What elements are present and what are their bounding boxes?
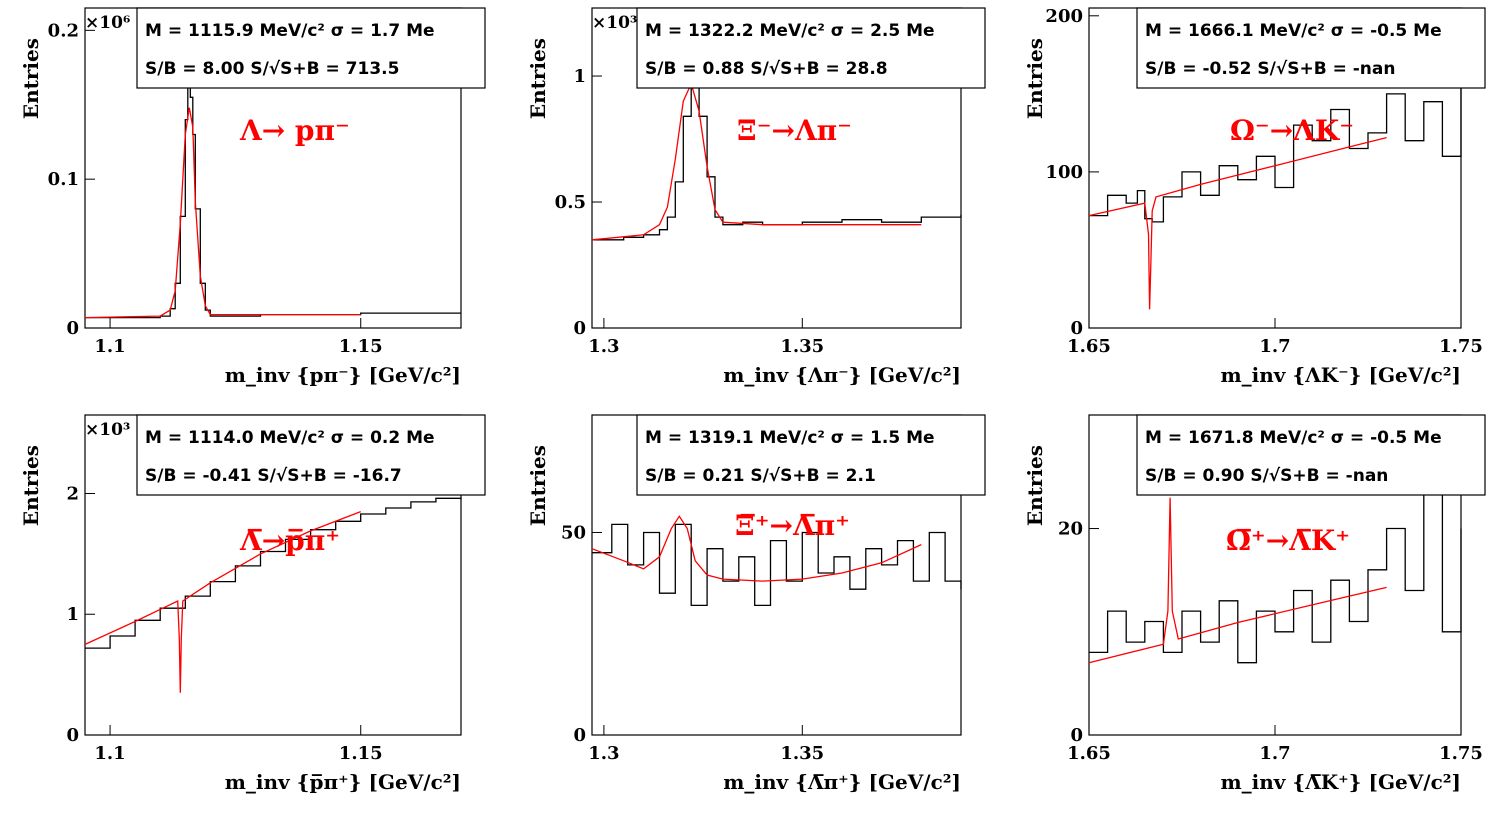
y-axis-label: Entries bbox=[19, 445, 43, 526]
panel-6: 0 20 1.65 1.7 1.75 Entries m_inv {Λ̅K⁺} [GeV/c… bbox=[1023, 414, 1486, 794]
y-axis-label: Entries bbox=[1023, 38, 1047, 119]
panel-2: 0 0.5 1 1.3 1.35 ×10³ Entries m_inv {Λπ⁻} [GeV/… bbox=[526, 7, 986, 387]
y-axis-label: Entries bbox=[1023, 445, 1047, 526]
x-tick-label: 1.35 bbox=[780, 336, 824, 357]
stats-significance: S/B = 0.21 S/√S+B = 2.1 bbox=[645, 466, 876, 486]
decay-channel-label: Ξ̅⁺→Λ̅π⁺ bbox=[735, 509, 850, 542]
y-tick-label: 0.1 bbox=[48, 169, 79, 190]
x-axis-label: m_inv {Λ̅K⁺} [GeV/c²] bbox=[1220, 770, 1461, 794]
x-tick-label: 1.15 bbox=[339, 743, 383, 764]
fit-curve-series bbox=[591, 515, 922, 582]
x-tick-label: 1.3 bbox=[588, 743, 619, 764]
x-axis-label: m_inv {Λπ⁻} [GeV/c²] bbox=[723, 363, 961, 387]
fit-curve-series bbox=[591, 81, 922, 241]
x-tick-label: 1.7 bbox=[1259, 743, 1290, 764]
y-axis-label: Entries bbox=[526, 445, 550, 526]
fit-curve-series bbox=[84, 510, 361, 693]
x-axis-label: m_inv {pπ⁻} [GeV/c²] bbox=[225, 363, 461, 387]
y-tick-label: 0 bbox=[573, 318, 586, 339]
stats-significance: S/B = 8.00 S/√S+B = 713.5 bbox=[145, 59, 399, 79]
x-tick-label: 1.65 bbox=[1067, 743, 1111, 764]
y-tick-label: 1 bbox=[66, 604, 79, 625]
y-tick-label: 0 bbox=[66, 725, 79, 746]
y-tick-label: 0 bbox=[66, 318, 79, 339]
y-tick-label: 0.5 bbox=[555, 192, 586, 213]
panel-3: 0 100 200 1.65 1.7 1.75 Entries m_inv {ΛK⁻} [Ge… bbox=[1023, 6, 1486, 387]
y-tick-label: 50 bbox=[561, 522, 586, 543]
stats-significance: S/B = 0.88 S/√S+B = 28.8 bbox=[645, 59, 888, 79]
x-axis-label: m_inv {Λ̅π⁺} [GeV/c²] bbox=[723, 770, 961, 794]
decay-channel-label: Λ→ pπ⁻ bbox=[239, 114, 350, 147]
x-tick-label: 1.1 bbox=[94, 336, 125, 357]
panel-5: 0 50 1.3 1.35 Entries m_inv {Λ̅π⁺} [GeV/c²] M … bbox=[526, 414, 986, 794]
x-axis-label: m_inv {ΛK⁻} [GeV/c²] bbox=[1220, 363, 1461, 387]
x-tick-label: 1.65 bbox=[1067, 336, 1111, 357]
stats-mass-sigma: M = 1114.0 MeV/c² σ = 0.2 Me bbox=[145, 428, 435, 448]
stats-significance: S/B = -0.52 S/√S+B = -nan bbox=[1145, 59, 1395, 79]
histogram-series bbox=[592, 85, 962, 241]
y-tick-label: 20 bbox=[1058, 519, 1083, 540]
x-tick-label: 1.1 bbox=[94, 743, 125, 764]
stats-box bbox=[1136, 414, 1486, 496]
histogram-series bbox=[85, 86, 461, 319]
y-exponent-label: ×10⁶ bbox=[85, 13, 130, 33]
histogram-series bbox=[85, 497, 462, 649]
panel-4: 0 1 2 1.1 1.15 ×10³ Entries m_inv {p̅π⁺} [GeV/c… bbox=[19, 414, 486, 794]
stats-box bbox=[636, 414, 986, 496]
stats-mass-sigma: M = 1322.2 MeV/c² σ = 2.5 Me bbox=[645, 21, 935, 41]
stats-box bbox=[136, 414, 486, 496]
decay-channel-label: Ω̅⁺→Λ̅K⁺ bbox=[1226, 524, 1350, 557]
x-axis-label: m_inv {p̅π⁺} [GeV/c²] bbox=[225, 770, 461, 794]
stats-mass-sigma: M = 1671.8 MeV/c² σ = -0.5 Me bbox=[1145, 428, 1442, 448]
histogram-series bbox=[1089, 82, 1462, 223]
x-tick-label: 1.15 bbox=[339, 336, 383, 357]
fit-curve-series bbox=[84, 107, 361, 319]
x-tick-label: 1.35 bbox=[780, 743, 824, 764]
y-tick-label: 100 bbox=[1045, 162, 1083, 183]
stats-box bbox=[636, 7, 986, 89]
stats-box bbox=[1136, 7, 1486, 89]
decay-channel-label: Ξ⁻→Λπ⁻ bbox=[737, 114, 852, 147]
y-exponent-label: ×10³ bbox=[85, 420, 130, 440]
y-tick-label: 0 bbox=[1070, 318, 1083, 339]
panel-1: 0 0.1 0.2 1.1 1.15 ×10⁶ Entries m_inv {pπ⁻} [Ge… bbox=[19, 7, 486, 387]
stats-box bbox=[136, 7, 486, 89]
y-axis-label: Entries bbox=[526, 38, 550, 119]
fit-curve-series bbox=[1088, 497, 1387, 664]
y-tick-label: 0.2 bbox=[48, 20, 79, 41]
stats-mass-sigma: M = 1115.9 MeV/c² σ = 1.7 Me bbox=[145, 21, 435, 41]
y-tick-label: 1 bbox=[573, 66, 586, 87]
x-tick-label: 1.75 bbox=[1439, 743, 1483, 764]
decay-channel-label: Λ̅→p̅π⁺ bbox=[239, 524, 340, 557]
y-exponent-label: ×10³ bbox=[592, 13, 637, 33]
fit-curve-series bbox=[1088, 136, 1387, 310]
y-tick-label: 0 bbox=[1070, 725, 1083, 746]
histogram-series bbox=[1089, 486, 1462, 664]
stats-significance: S/B = 0.90 S/√S+B = -nan bbox=[1145, 466, 1388, 486]
y-tick-label: 2 bbox=[66, 483, 79, 504]
x-tick-label: 1.7 bbox=[1259, 336, 1290, 357]
histogram-series bbox=[592, 523, 962, 607]
x-tick-label: 1.75 bbox=[1439, 336, 1483, 357]
y-axis-label: Entries bbox=[19, 38, 43, 119]
y-tick-label: 200 bbox=[1045, 6, 1083, 27]
stats-significance: S/B = -0.41 S/√S+B = -16.7 bbox=[145, 466, 402, 486]
stats-mass-sigma: M = 1319.1 MeV/c² σ = 1.5 Me bbox=[645, 428, 935, 448]
x-tick-label: 1.3 bbox=[588, 336, 619, 357]
decay-channel-label: Ω⁻→ΛK⁻ bbox=[1230, 114, 1354, 147]
y-tick-label: 0 bbox=[573, 725, 586, 746]
stats-mass-sigma: M = 1666.1 MeV/c² σ = -0.5 Me bbox=[1145, 21, 1442, 41]
